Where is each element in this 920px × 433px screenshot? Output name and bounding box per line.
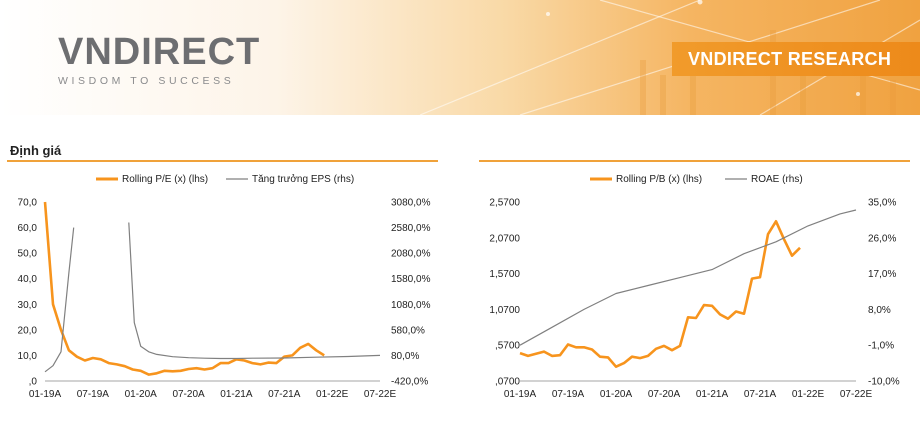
y-right-tick-label: 1580,0%	[391, 274, 431, 285]
x-tick-label: 01-22E	[792, 389, 825, 400]
legend-label: Tăng trưởng EPS (rhs)	[252, 173, 354, 185]
y-right-tick-label: 8,0%	[868, 305, 891, 316]
y-left-tick-label: 60,0	[18, 223, 38, 234]
y-left-tick-label: 1,0700	[489, 305, 520, 316]
y-right-tick-label: 2080,0%	[391, 249, 431, 260]
y-left-tick-label: 30,0	[18, 300, 38, 311]
y-left-tick-label: ,5700	[495, 341, 520, 352]
x-tick-label: 01-21A	[696, 389, 729, 400]
y-left-tick-label: 2,0700	[489, 233, 520, 244]
x-tick-label: 01-20A	[600, 389, 633, 400]
research-title: VNDIRECT RESEARCH	[688, 49, 892, 69]
logo-tagline: WISDOM TO SUCCESS	[58, 75, 235, 87]
x-tick-label: 01-21A	[220, 389, 253, 400]
y-left-tick-label: 40,0	[18, 274, 38, 285]
y-left-tick-label: 1,5700	[489, 269, 520, 280]
y-left-tick-label: 70,0	[18, 198, 38, 209]
x-tick-label: 01-22E	[316, 389, 349, 400]
x-tick-label: 01-20A	[125, 389, 158, 400]
y-left-tick-label: 2,5700	[489, 198, 520, 209]
x-tick-label: 07-22E	[364, 389, 397, 400]
y-left-tick-label: 50,0	[18, 249, 38, 260]
legend-label: Rolling P/E (x) (lhs)	[122, 174, 208, 185]
y-left-tick-label: ,0700	[495, 377, 520, 388]
legend-label: ROAE (rhs)	[751, 174, 803, 185]
y-left-tick-label: ,0	[29, 377, 38, 388]
x-tick-label: 07-22E	[840, 389, 873, 400]
logo-wordmark: VNDIRECT	[58, 31, 261, 73]
header-banner: VNDIRECT WISDOM TO SUCCESS VNDIRECT RESE…	[0, 0, 920, 115]
section-divider-right	[479, 160, 910, 162]
x-tick-label: 01-19A	[29, 389, 62, 400]
y-right-tick-label: 26,0%	[868, 233, 896, 244]
pb-chart: 2,5700 2,0700 1,5700 1,0700 ,5700 ,0700 35,0% 2…	[489, 174, 900, 400]
y-right-tick-label: 35,0%	[868, 198, 896, 209]
research-title-box	[672, 42, 920, 76]
legend-label: Rolling P/B (x) (lhs)	[616, 174, 702, 185]
series-line	[519, 209, 857, 346]
y-right-tick-label: -420,0%	[391, 377, 428, 388]
y-right-tick-label: 1080,0%	[391, 300, 431, 311]
y-right-tick-label: 80,0%	[391, 351, 419, 362]
y-right-tick-label: 3080,0%	[391, 198, 431, 209]
y-right-tick-label: -1,0%	[868, 341, 894, 352]
series-line	[43, 201, 325, 376]
pe-chart: 70,0 60,0 50,0 40,0 30,0 20,0 10,0 ,0 3080,0% 258…	[18, 173, 431, 400]
x-tick-label: 01-19A	[504, 389, 537, 400]
series-line	[44, 222, 381, 373]
x-tick-label: 07-19A	[77, 389, 110, 400]
x-tick-label: 07-21A	[268, 389, 301, 400]
y-left-tick-label: 10,0	[18, 351, 38, 362]
x-tick-label: 07-19A	[552, 389, 585, 400]
section-title: Định giá	[10, 143, 62, 158]
y-left-tick-label: 20,0	[18, 325, 38, 336]
section-divider-left	[7, 160, 438, 162]
x-tick-label: 07-20A	[648, 389, 681, 400]
y-right-tick-label: 580,0%	[391, 325, 425, 336]
x-tick-label: 07-21A	[744, 389, 777, 400]
y-right-tick-label: 17,0%	[868, 269, 896, 280]
series-line	[519, 220, 801, 368]
y-right-tick-label: 2580,0%	[391, 223, 431, 234]
x-tick-label: 07-20A	[172, 389, 205, 400]
vndirect-logo: VNDIRECT WISDOM TO SUCCESS	[58, 33, 260, 87]
y-right-tick-label: -10,0%	[868, 377, 900, 388]
